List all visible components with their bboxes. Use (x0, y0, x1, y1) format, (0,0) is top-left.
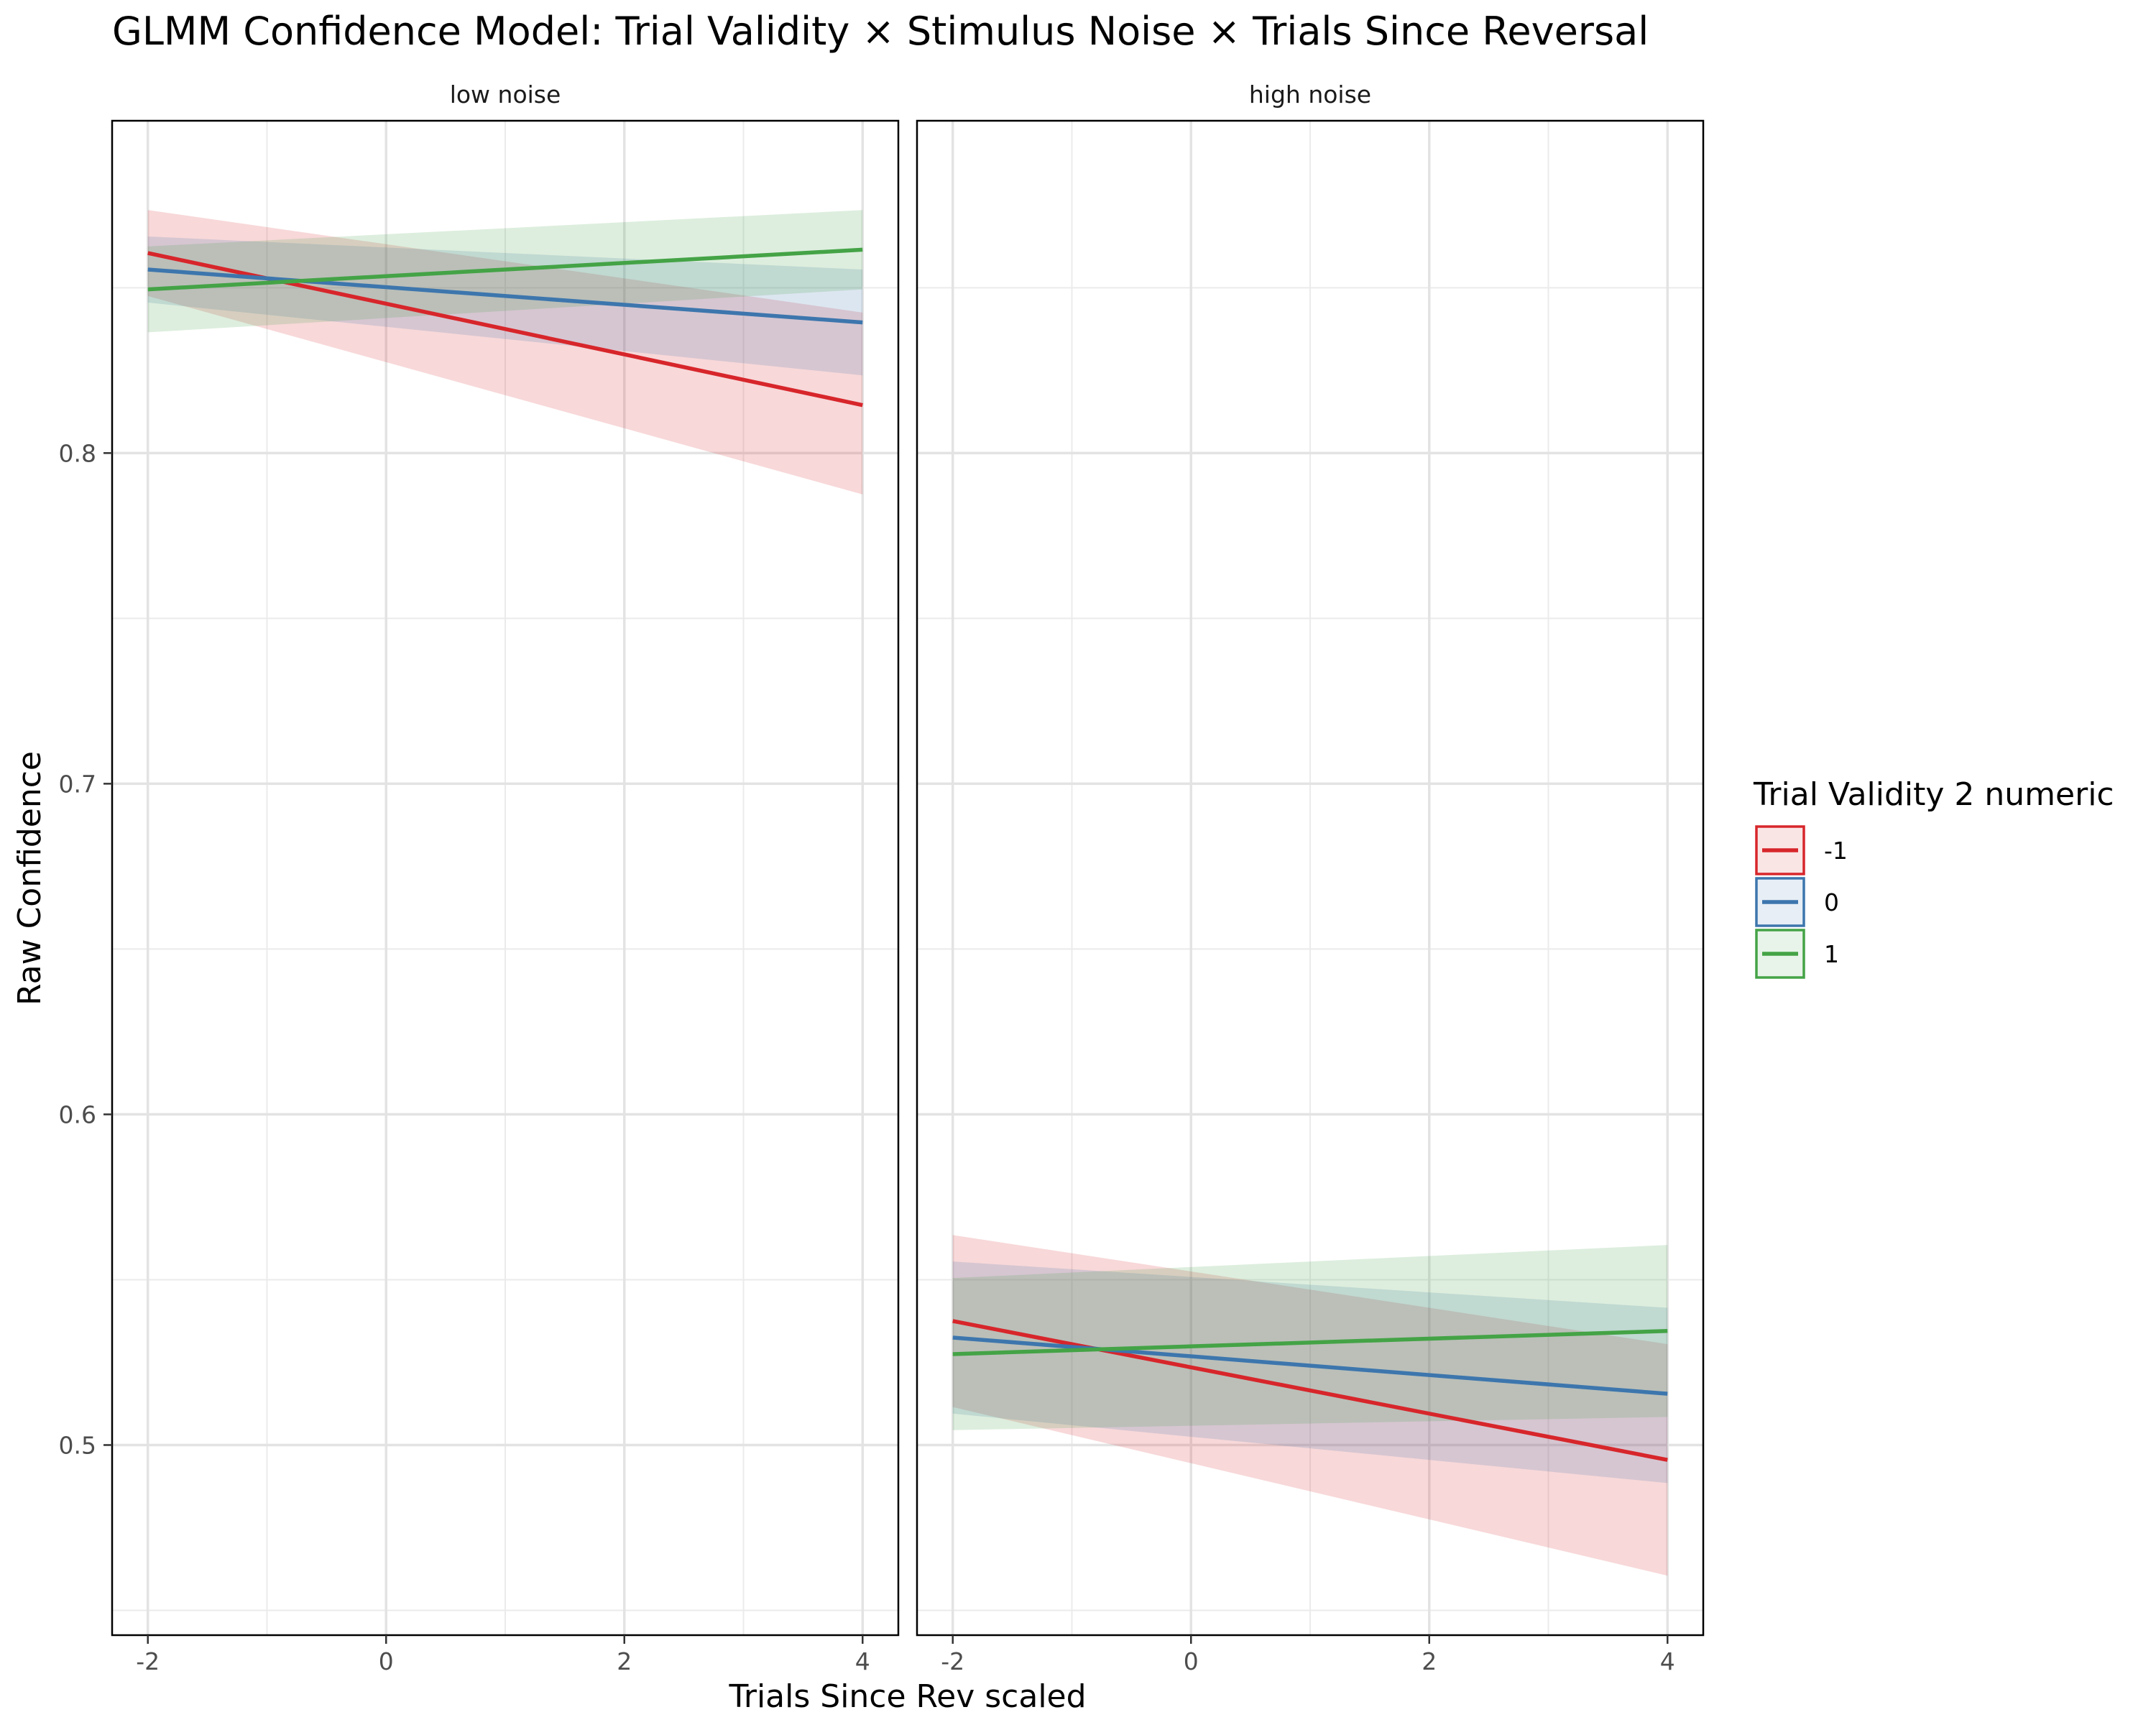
legend-title: Trial Validity 2 numeric (1753, 776, 2114, 813)
y-tick-label: 0.7 (59, 770, 96, 798)
panel-1: high noise -2 0 2 4 (916, 80, 1705, 1675)
ci-ribbon--1 (952, 1235, 1668, 1576)
panel-border (111, 119, 900, 1637)
x-tick-label: 4 (1660, 1647, 1675, 1675)
ci-ribbon-0 (952, 1261, 1668, 1484)
x-tick-label: 4 (855, 1647, 870, 1675)
x-tick-label: 0 (379, 1647, 394, 1675)
panel-strip-label: low noise (450, 80, 561, 109)
series-line-1 (147, 247, 863, 292)
series-line-1 (952, 1329, 1668, 1356)
legend-item-1: 1 (1755, 929, 1839, 979)
legend-label: 0 (1824, 888, 1839, 916)
ci-ribbon-1 (952, 1245, 1668, 1430)
legend-item-0: 0 (1755, 877, 1839, 927)
legend: Trial Validity 2 numeric -1 0 1 (1753, 776, 2114, 979)
x-tick-label: 2 (1422, 1647, 1437, 1675)
panel-0: low noise -2 0 2 4 0.5 0.6 0.7 0.8 (59, 80, 900, 1675)
panel-strip-label: high noise (1249, 80, 1371, 109)
legend-label: -1 (1824, 837, 1848, 865)
legend-item--1: -1 (1755, 825, 1848, 875)
series-line-0 (952, 1335, 1668, 1396)
chart-title: GLMM Confidence Model: Trial Validity × … (112, 9, 1649, 54)
legend-label: 1 (1824, 940, 1839, 968)
y-tick-label: 0.5 (59, 1431, 96, 1459)
ci-ribbon-0 (147, 236, 863, 376)
panel-border (916, 119, 1705, 1637)
x-tick-label: 0 (1184, 1647, 1199, 1675)
y-axis-title: Raw Confidence (11, 751, 48, 1006)
x-axis-title: Trials Since Rev scaled (728, 1678, 1086, 1715)
x-tick-label: -2 (136, 1647, 160, 1675)
series-line-0 (147, 267, 863, 325)
y-tick-label: 0.8 (59, 439, 96, 467)
panels: low noise -2 0 2 4 0.5 0.6 0.7 0.8 high noise -2 0 2… (59, 80, 1705, 1675)
series-line--1 (952, 1319, 1668, 1462)
x-tick-label: 2 (617, 1647, 632, 1675)
y-tick-label: 0.6 (59, 1100, 96, 1128)
x-tick-label: -2 (941, 1647, 964, 1675)
